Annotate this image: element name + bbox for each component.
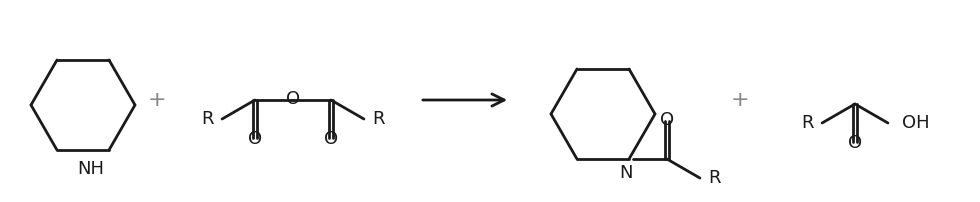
Text: O: O — [286, 90, 300, 108]
Text: O: O — [848, 134, 862, 152]
Text: O: O — [660, 111, 674, 129]
Text: OH: OH — [902, 114, 930, 132]
Text: R: R — [202, 110, 214, 128]
Text: N: N — [619, 164, 633, 182]
Text: +: + — [148, 90, 167, 110]
Text: R: R — [802, 114, 814, 132]
Text: R: R — [708, 169, 720, 187]
Text: +: + — [731, 90, 750, 110]
Text: NH: NH — [77, 160, 105, 178]
Text: R: R — [371, 110, 384, 128]
Text: O: O — [324, 130, 338, 148]
Text: O: O — [248, 130, 262, 148]
